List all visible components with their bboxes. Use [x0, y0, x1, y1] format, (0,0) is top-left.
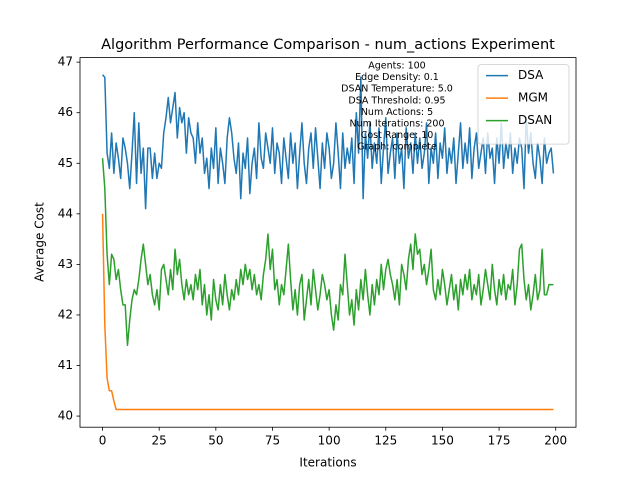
y-axis-label: Average Cost: [33, 202, 47, 282]
y-tick-label: 43: [58, 257, 73, 271]
x-tick-label: 50: [208, 434, 223, 448]
legend-label: DSAN: [518, 113, 552, 127]
annotation-line: Edge Density: 0.1: [355, 72, 439, 83]
annotation-line: Agents: 100: [368, 61, 425, 72]
y-tick-label: 42: [58, 307, 73, 321]
x-tick-label: 25: [152, 434, 167, 448]
y-tick-label: 46: [58, 105, 73, 119]
y-tick-label: 44: [58, 206, 73, 220]
annotation-line: Num Iterations: 200: [350, 119, 445, 130]
x-tick-label: 175: [488, 434, 511, 448]
x-tick-label: 0: [99, 434, 107, 448]
x-tick-label: 200: [544, 434, 567, 448]
x-tick-label: 75: [265, 434, 280, 448]
plot-frame: [79, 57, 577, 428]
annotation-line: DSA Threshold: 0.95: [348, 95, 445, 106]
x-tick-label: 125: [374, 434, 397, 448]
y-tick-label: 41: [58, 358, 73, 372]
annotation-line: Cost Range: 10: [361, 130, 434, 141]
annotation-line: Num Actions: 5: [361, 107, 433, 118]
data-line: [101, 158, 554, 347]
annotation-line: DSAN Temperature: 5.0: [341, 84, 453, 95]
chart-title: Algorithm Performance Comparison - num_a…: [101, 37, 555, 53]
x-axis-label: Iterations: [299, 456, 356, 470]
legend-label: MGM: [518, 91, 548, 105]
data-line: [101, 213, 554, 411]
annotation-line: Graph: complete: [357, 142, 437, 153]
x-tick-label: 150: [431, 434, 454, 448]
legend-label: DSA: [518, 68, 544, 82]
y-tick-label: 40: [58, 409, 73, 423]
y-tick-label: 45: [58, 156, 73, 170]
y-tick-label: 47: [58, 55, 73, 69]
legend-box: [477, 64, 570, 145]
data-line: [101, 74, 555, 210]
x-tick-label: 100: [318, 434, 341, 448]
